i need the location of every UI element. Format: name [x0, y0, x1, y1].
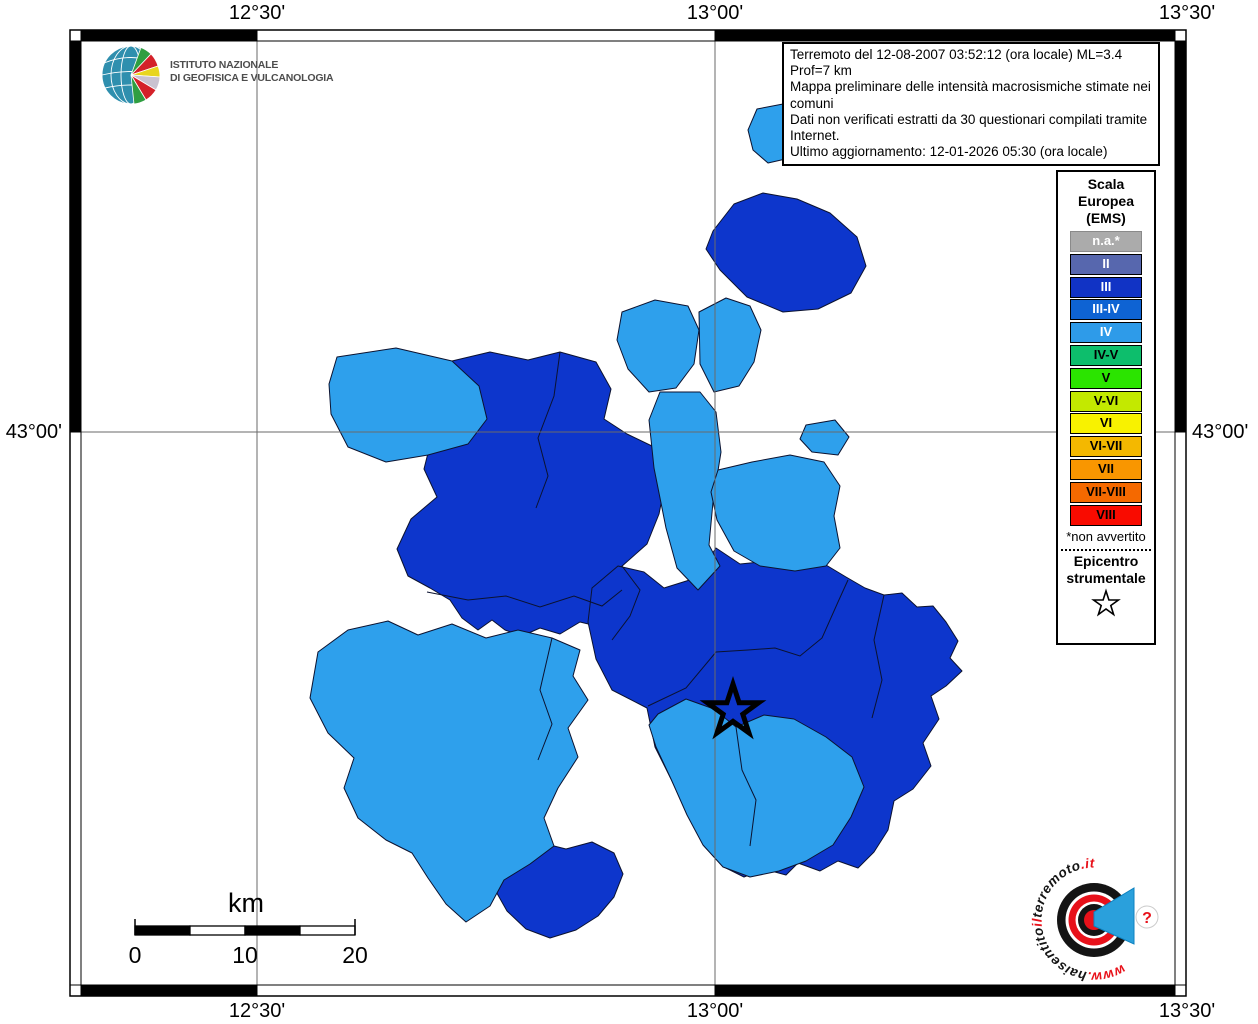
municipal-boundary: [735, 726, 757, 847]
frame-inner-outline: [80, 40, 1176, 986]
municipality-ovest: [328, 347, 488, 463]
legend-item-vi: VI: [1070, 413, 1142, 435]
frame-segment-bottom: [69, 984, 258, 997]
legend-item-iii: III: [1070, 276, 1142, 298]
info-line-data: Dati non verificati estratti da 30 quest…: [790, 111, 1148, 144]
municipal-boundary: [647, 579, 849, 707]
legend-title: Scala Europea (EMS): [1058, 176, 1154, 227]
scalebar-segment: [244, 925, 301, 936]
epicenter-star: [699, 675, 767, 740]
graticule: [81, 41, 1175, 985]
legend-title-line1: Scala: [1087, 176, 1125, 192]
legend-item-n-a-: n.a.*: [1070, 231, 1142, 252]
legend-item-vii: VII: [1070, 458, 1142, 480]
info-line-map: Mappa preliminare delle intensità macros…: [790, 79, 1151, 111]
ingv-logo: [101, 45, 161, 105]
legend-title-line2: Europea: [1077, 193, 1134, 209]
municipality-est-centro: [710, 454, 841, 572]
legend-item-vi-vii: VI-VII: [1070, 436, 1142, 458]
municipality-nord-grande: [705, 192, 867, 313]
frame-segment-top: [256, 29, 716, 42]
municipal-boundary: [426, 589, 623, 608]
frame-segment-right: [1174, 29, 1187, 433]
scalebar: [134, 919, 356, 936]
legend-item-v-vi: V-VI: [1070, 390, 1142, 412]
frame-segment-left: [69, 431, 82, 997]
axis-label-bottom-1300: 13°00': [686, 1000, 744, 1022]
scalebar-label: 20: [342, 942, 368, 968]
legend-star-symbol: [1091, 587, 1121, 617]
map-frame: [69, 29, 1187, 997]
info-line-event: Terremoto del 12-08-2007 03:52:12 (ora l…: [790, 47, 1123, 79]
frame-corner: [1174, 984, 1187, 997]
legend-item-viii: VIII: [1070, 504, 1142, 526]
legend-item-iv-v: IV-V: [1070, 344, 1142, 366]
legend-item-ii: II: [1070, 253, 1142, 275]
axis-label-left-4300: 43°00': [5, 421, 62, 443]
legend-epicenter-line2: strumentale: [1066, 569, 1146, 586]
frame-corner: [69, 984, 82, 997]
legend-epicenter-title: Epicentro strumentale: [1058, 553, 1154, 587]
scalebar-segment: [299, 925, 356, 936]
frame-segment-right: [1174, 431, 1187, 997]
earthquake-info-box: Terremoto del 12-08-2007 03:52:12 (ora l…: [782, 42, 1160, 167]
question-badge: [1135, 905, 1159, 929]
question-mark: ?: [1142, 910, 1152, 927]
axis-label-right-4300: 43°00': [1192, 421, 1249, 443]
frame-segment-bottom: [256, 984, 716, 997]
municipality-est-piccolo: [799, 419, 850, 456]
frame-corner: [69, 29, 82, 42]
legend-box: Scala Europea (EMS) n.a.* II III III-IV IV IV…: [1056, 170, 1156, 645]
scalebar-label: 10: [232, 942, 258, 968]
scalebar-segment: [189, 925, 246, 936]
frame-segment-top: [714, 29, 1187, 42]
legend-epicenter-line1: Epicentro: [1073, 552, 1139, 569]
epicenter-layer: [699, 675, 767, 740]
municipal-boundary: [871, 594, 885, 719]
scalebar-unit: km: [228, 888, 264, 918]
frame-corner: [1174, 29, 1187, 42]
legend-separator: [1061, 548, 1151, 551]
municipality-regions: [309, 103, 963, 939]
frame-outer-outline: [69, 29, 1187, 997]
municipal-boundary: [611, 565, 641, 641]
ingv-wedges: [130, 46, 161, 105]
ingv-wordmark: ISTITUTO NAZIONALE DI GEOFISICA E VULCAN…: [170, 59, 334, 85]
municipality-sud-ovest-grande: [309, 620, 589, 923]
ingv-line1: ISTITUTO NAZIONALE: [170, 59, 279, 71]
frame-segment-left: [69, 29, 82, 433]
municipal-boundary: [535, 351, 561, 509]
municipality-striscia-centrale: [648, 391, 722, 591]
frame-segment-top: [69, 29, 258, 42]
legend-footnote: *non avvertito: [1066, 528, 1146, 544]
legend-item-v: V: [1070, 367, 1142, 389]
axis-label-bottom-1330: 13°30': [1158, 1000, 1216, 1022]
legend-item-vii-viii: VII-VIII: [1070, 481, 1142, 503]
axis-label-top-1230: 12°30': [228, 2, 286, 24]
legend-item-iii-iv: III-IV: [1070, 299, 1142, 321]
legend-title-line3: (EMS): [1086, 210, 1126, 226]
scalebar-segment: [134, 925, 191, 936]
legend-items: n.a.* II III III-IV IV IV-V V V-VI VI VI-VII VII VI…: [1058, 231, 1154, 526]
epicenter-legend-star: [1091, 587, 1121, 617]
info-line-update: Ultimo aggiornamento: 12-01-2026 05:30 (…: [790, 144, 1108, 160]
municipal-boundary: [537, 637, 553, 761]
ingv-line2: DI GEOFISICA E VULCANOLOGIA: [170, 72, 334, 84]
municipality-centro-nord-1: [616, 299, 700, 393]
scalebar-label: 0: [128, 942, 142, 968]
haisentito-logo: ? www.haisentitoilterremoto.it: [1030, 856, 1159, 985]
megaphone-icon: [1093, 887, 1135, 945]
axis-label-bottom-1230: 12°30': [228, 1000, 286, 1022]
axis-label-top-1330: 13°30': [1158, 2, 1216, 24]
legend-item-iv: IV: [1070, 322, 1142, 344]
axis-label-top-1300: 13°00': [686, 2, 744, 24]
